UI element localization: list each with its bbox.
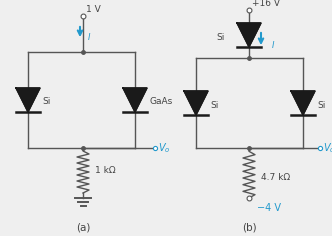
Text: Si: Si (317, 101, 325, 110)
Text: Si: Si (42, 97, 50, 106)
Text: 1 V: 1 V (86, 5, 101, 14)
Text: (a): (a) (76, 223, 90, 233)
Polygon shape (123, 88, 147, 112)
Text: −4 V: −4 V (257, 203, 281, 213)
Text: 1 kΩ: 1 kΩ (95, 166, 116, 175)
Text: $V_o$: $V_o$ (158, 141, 171, 155)
Text: GaAs: GaAs (149, 97, 172, 106)
Text: Si: Si (216, 33, 225, 42)
Text: (b): (b) (242, 223, 256, 233)
Polygon shape (16, 88, 40, 112)
Text: +16 V: +16 V (252, 0, 280, 8)
Text: $V_o$: $V_o$ (323, 141, 332, 155)
Text: 4.7 kΩ: 4.7 kΩ (261, 173, 290, 182)
Text: I: I (88, 34, 91, 42)
Polygon shape (237, 23, 261, 47)
Text: Si: Si (210, 101, 218, 110)
Text: I: I (272, 41, 275, 50)
Polygon shape (184, 91, 208, 115)
Polygon shape (291, 91, 315, 115)
